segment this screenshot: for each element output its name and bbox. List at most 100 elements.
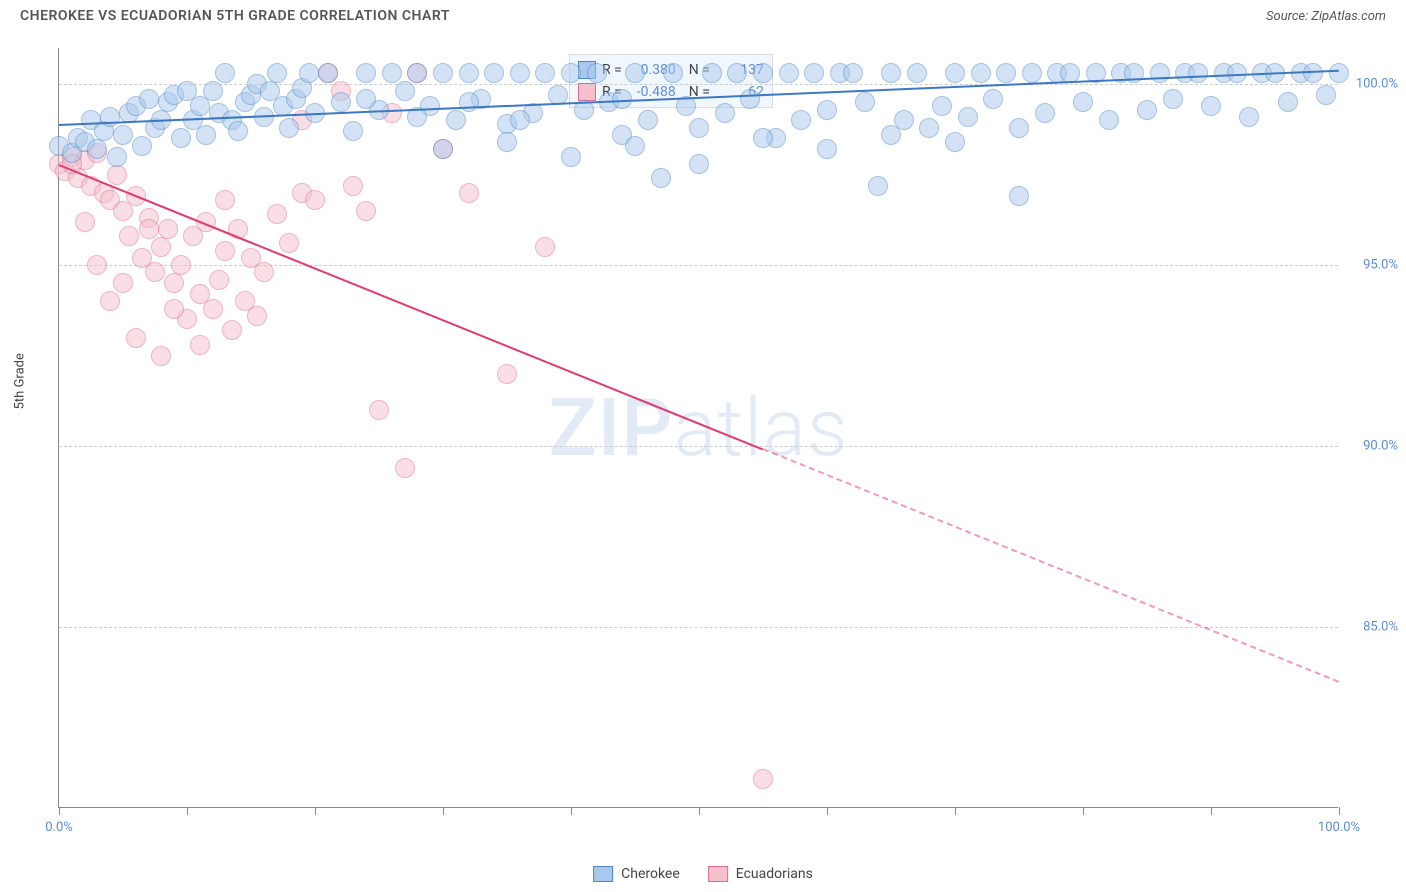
x-tick-label: 100.0%	[1318, 820, 1360, 835]
data-point	[612, 89, 632, 109]
data-point	[753, 769, 773, 789]
data-point	[881, 125, 901, 145]
data-point	[1150, 63, 1170, 83]
data-point	[75, 212, 95, 232]
data-point	[843, 63, 863, 83]
x-tick	[1083, 807, 1084, 815]
data-point	[222, 320, 242, 340]
data-point	[459, 63, 479, 83]
x-tick-label: 0.0%	[45, 820, 73, 835]
data-point	[1009, 118, 1029, 138]
x-tick	[59, 807, 60, 815]
data-point	[983, 89, 1003, 109]
data-point	[651, 168, 671, 188]
data-point	[343, 121, 363, 141]
data-point	[356, 63, 376, 83]
data-point	[107, 165, 127, 185]
data-point	[267, 204, 287, 224]
data-point	[855, 92, 875, 112]
data-point	[433, 63, 453, 83]
data-point	[740, 89, 760, 109]
y-tick-label: 85.0%	[1363, 620, 1398, 635]
data-point	[139, 89, 159, 109]
data-point	[817, 139, 837, 159]
legend-swatch-ecuadorians	[708, 866, 728, 882]
data-point	[100, 291, 120, 311]
x-tick	[1211, 807, 1212, 815]
data-point	[727, 63, 747, 83]
data-point	[164, 299, 184, 319]
data-point	[868, 176, 888, 196]
data-point	[343, 176, 363, 196]
legend-label-ecuadorians: Ecuadorians	[736, 866, 813, 882]
watermark-text: ZIPatlas	[549, 381, 849, 475]
data-point	[907, 63, 927, 83]
source-label: Source: ZipAtlas.com	[1266, 9, 1386, 24]
x-tick	[443, 807, 444, 815]
trend-line	[763, 449, 1340, 684]
data-point	[881, 63, 901, 83]
data-point	[753, 128, 773, 148]
data-point	[382, 63, 402, 83]
data-point	[1329, 63, 1349, 83]
data-point	[119, 226, 139, 246]
gridline	[59, 446, 1338, 447]
data-point	[247, 306, 267, 326]
data-point	[87, 139, 107, 159]
data-point	[171, 128, 191, 148]
data-point	[817, 100, 837, 120]
data-point	[1035, 103, 1055, 123]
data-point	[1022, 63, 1042, 83]
data-point	[139, 219, 159, 239]
data-point	[369, 400, 389, 420]
data-point	[753, 63, 773, 83]
data-point	[945, 132, 965, 152]
data-point	[395, 81, 415, 101]
data-point	[1278, 92, 1298, 112]
data-point	[459, 92, 479, 112]
chart-legend: Cherokee Ecuadorians	[593, 866, 813, 882]
data-point	[804, 63, 824, 83]
chart-title: CHEROKEE VS ECUADORIAN 5TH GRADE CORRELA…	[20, 8, 450, 24]
data-point	[625, 63, 645, 83]
data-point	[484, 63, 504, 83]
data-point	[196, 125, 216, 145]
scatter-chart: ZIPatlas R =0.380 N =137R =-0.488 N =62 …	[58, 48, 1338, 808]
data-point	[1009, 186, 1029, 206]
data-point	[151, 346, 171, 366]
data-point	[689, 118, 709, 138]
data-point	[318, 63, 338, 83]
data-point	[779, 63, 799, 83]
legend-item-ecuadorians: Ecuadorians	[708, 866, 813, 882]
x-tick	[315, 807, 316, 815]
data-point	[791, 110, 811, 130]
data-point	[561, 63, 581, 83]
data-point	[1316, 85, 1336, 105]
data-point	[87, 255, 107, 275]
data-point	[356, 201, 376, 221]
data-point	[279, 118, 299, 138]
data-point	[510, 110, 530, 130]
data-point	[267, 63, 287, 83]
data-point	[689, 154, 709, 174]
stats-swatch	[578, 83, 596, 101]
data-point	[535, 63, 555, 83]
x-tick	[1339, 807, 1340, 815]
data-point	[1188, 63, 1208, 83]
legend-swatch-cherokee	[593, 866, 613, 882]
data-point	[209, 270, 229, 290]
data-point	[702, 63, 722, 83]
data-point	[715, 103, 735, 123]
data-point	[305, 190, 325, 210]
data-point	[497, 132, 517, 152]
data-point	[145, 262, 165, 282]
data-point	[113, 273, 133, 293]
data-point	[535, 237, 555, 257]
x-tick	[955, 807, 956, 815]
data-point	[638, 110, 658, 130]
data-point	[203, 299, 223, 319]
data-point	[433, 139, 453, 159]
gridline	[59, 627, 1338, 628]
data-point	[932, 96, 952, 116]
data-point	[1163, 89, 1183, 109]
